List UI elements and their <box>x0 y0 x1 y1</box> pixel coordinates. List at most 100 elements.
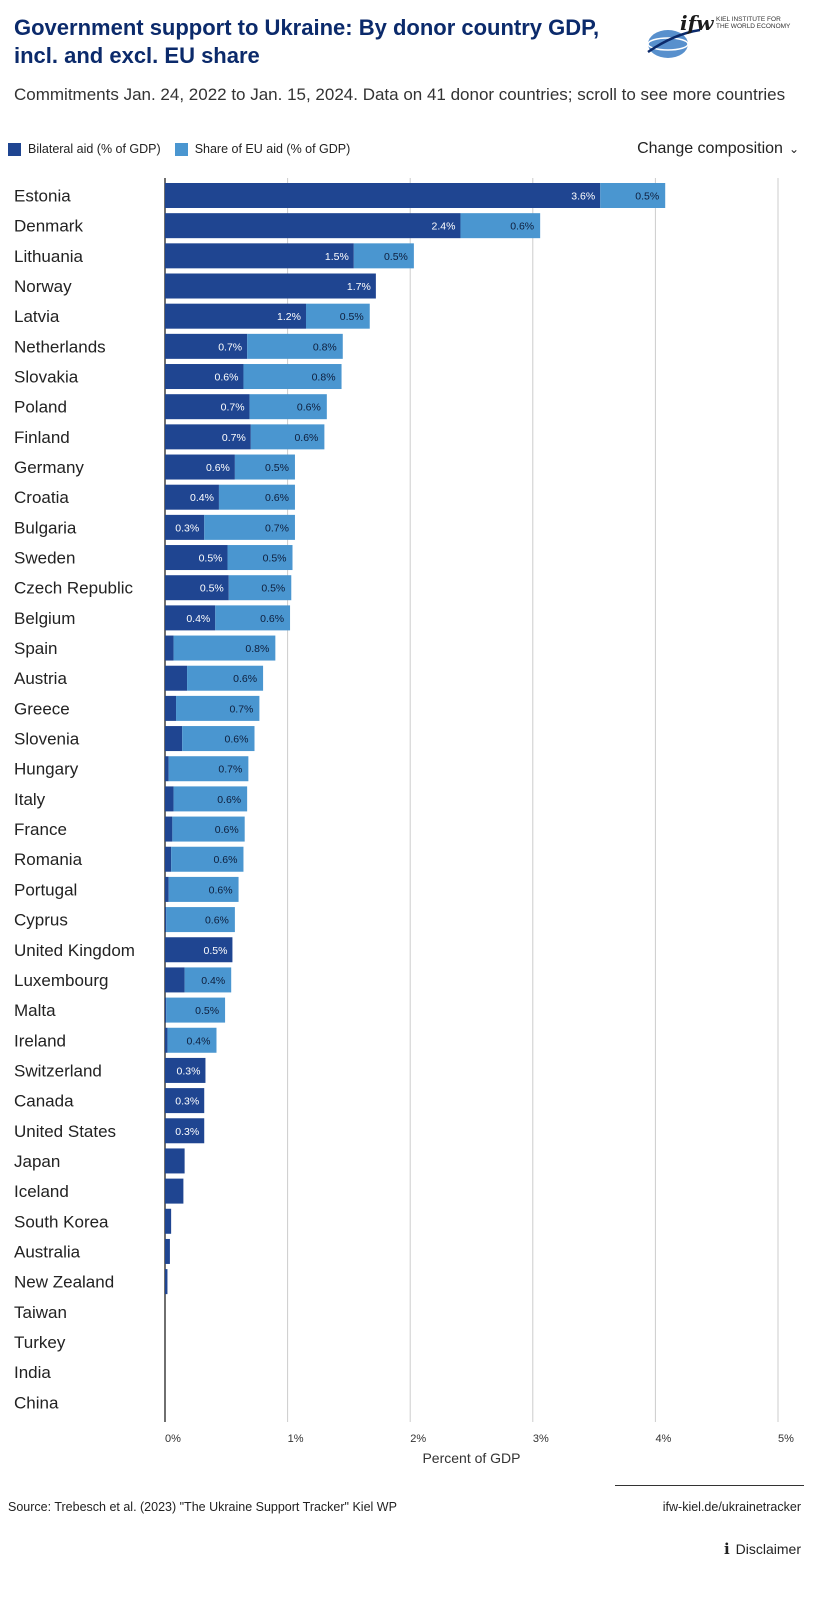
data-label-eu: 0.6% <box>265 492 289 504</box>
x-tick-label: 1% <box>288 1433 304 1445</box>
data-label-bilateral: 2.4% <box>432 221 456 233</box>
bar-eu <box>353 243 414 269</box>
bar-bilateral <box>165 1088 205 1114</box>
bar-bilateral <box>165 816 173 842</box>
bar-bilateral <box>165 1208 172 1234</box>
bar-bilateral <box>165 1148 185 1174</box>
disclaimer-label: Disclaimer <box>735 1541 801 1557</box>
footer-divider <box>615 1485 804 1486</box>
bar-eu <box>215 605 291 631</box>
category-label: Turkey <box>14 1333 66 1352</box>
bar-bilateral <box>165 394 250 420</box>
category-label: Sweden <box>14 549 75 568</box>
bar-eu <box>176 695 260 721</box>
category-label: France <box>14 820 67 839</box>
bar-eu <box>182 726 255 752</box>
x-tick-label: 4% <box>655 1433 671 1445</box>
data-label-bilateral: 0.4% <box>186 613 210 625</box>
legend: Bilateral aid (% of GDP) Share of EU aid… <box>8 142 364 156</box>
bar-bilateral <box>165 786 174 812</box>
bar-eu <box>204 514 295 540</box>
category-label: Portugal <box>14 880 77 899</box>
data-label-eu: 0.5% <box>195 1005 219 1017</box>
category-label: Latvia <box>14 307 60 326</box>
bar-bilateral <box>165 726 183 752</box>
category-label: United States <box>14 1122 116 1141</box>
category-label: Belgium <box>14 609 75 628</box>
bar-bilateral <box>165 333 248 359</box>
data-label-bilateral: 0.6% <box>206 462 230 474</box>
bar-bilateral <box>165 1178 184 1204</box>
data-label-eu: 0.6% <box>260 613 284 625</box>
bar-eu <box>234 454 295 480</box>
data-label-eu: 0.6% <box>233 673 257 685</box>
data-label-eu: 0.6% <box>294 432 318 444</box>
disclaimer-button[interactable]: i Disclaimer <box>724 1540 801 1558</box>
data-label-eu: 0.8% <box>313 341 337 353</box>
bar-bilateral <box>165 1057 206 1083</box>
x-tick-label: 2% <box>410 1433 426 1445</box>
category-label: South Korea <box>14 1212 109 1231</box>
bar-eu <box>171 846 244 872</box>
bar-eu <box>184 967 232 993</box>
bar-bilateral <box>165 545 228 571</box>
data-label-bilateral: 0.3% <box>175 522 199 534</box>
info-icon: i <box>723 1540 730 1558</box>
bar-bilateral <box>165 967 185 993</box>
category-label: Ireland <box>14 1031 66 1050</box>
bar-eu <box>600 183 666 208</box>
bar-eu <box>172 816 245 842</box>
data-label-eu: 0.6% <box>209 884 233 896</box>
change-composition-dropdown[interactable]: Change composition ⌄ <box>637 140 799 158</box>
bar-eu <box>168 756 249 782</box>
data-label-eu: 0.5% <box>635 191 659 203</box>
data-label-bilateral: 0.5% <box>203 945 227 957</box>
bar-eu <box>247 333 343 359</box>
category-label: Taiwan <box>14 1303 67 1322</box>
data-label-bilateral: 0.3% <box>175 1096 199 1108</box>
bar-bilateral <box>165 454 235 480</box>
bar-bilateral <box>165 907 167 933</box>
data-label-bilateral: 1.2% <box>277 311 301 323</box>
category-label: Norway <box>14 277 72 296</box>
data-label-bilateral: 0.3% <box>177 1065 201 1077</box>
bar-bilateral <box>165 213 461 239</box>
data-label-eu: 0.7% <box>265 522 289 534</box>
data-label-eu: 0.5% <box>265 462 289 474</box>
legend-label-eu: Share of EU aid (% of GDP) <box>194 142 351 156</box>
change-composition-label: Change composition <box>637 140 783 157</box>
bar-eu <box>460 213 541 239</box>
bar-eu <box>249 394 327 420</box>
x-axis-label: Percent of GDP <box>422 1450 520 1466</box>
bar-eu <box>166 907 235 933</box>
category-label: Italy <box>14 790 46 809</box>
category-label: Estonia <box>14 187 71 206</box>
subtitle: Commitments Jan. 24, 2022 to Jan. 15, 20… <box>14 85 786 104</box>
data-label-eu: 0.8% <box>245 643 269 655</box>
x-tick-label: 5% <box>778 1433 794 1445</box>
bar-bilateral <box>165 514 205 540</box>
data-label-bilateral: 0.5% <box>200 583 224 595</box>
category-label: Greece <box>14 699 70 718</box>
logo-wordmark: ifw <box>680 11 714 35</box>
bar-bilateral <box>165 1269 168 1295</box>
logo-caption-2: THE WORLD ECONOMY <box>716 23 791 30</box>
data-label-eu: 0.6% <box>217 794 241 806</box>
category-label: Romania <box>14 850 83 869</box>
data-label-bilateral: 1.5% <box>325 251 349 263</box>
tracker-link[interactable]: ifw-kiel.de/ukrainetracker <box>662 1500 801 1514</box>
page-title: Government support to Ukraine: By donor … <box>14 15 600 68</box>
bar-bilateral <box>165 1118 205 1144</box>
data-label-eu: 0.6% <box>225 734 249 746</box>
data-label-eu: 0.4% <box>201 975 225 987</box>
category-label: China <box>14 1393 59 1412</box>
source-note: Source: Trebesch et al. (2023) "The Ukra… <box>8 1500 397 1514</box>
legend-item-bilateral: Bilateral aid (% of GDP) <box>8 142 161 156</box>
category-label: Malta <box>14 1001 56 1020</box>
category-label: Germany <box>14 458 84 477</box>
category-label: India <box>14 1363 51 1382</box>
bar-bilateral <box>165 756 169 782</box>
bar-eu <box>166 997 226 1023</box>
data-label-bilateral: 0.7% <box>222 432 246 444</box>
bar-bilateral <box>165 665 188 691</box>
